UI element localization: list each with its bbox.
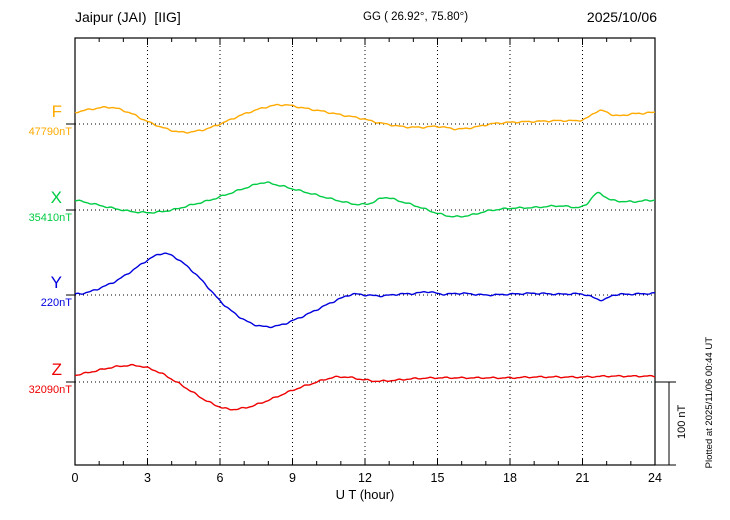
trace-letter-f: F: [51, 102, 62, 121]
x-tick-label-18: 18: [503, 471, 517, 485]
x-tick-label-9: 9: [289, 471, 296, 485]
station-title: Jaipur (JAI) [IIG]: [75, 9, 181, 25]
x-tick-label-3: 3: [144, 471, 151, 485]
x-tick-label-24: 24: [648, 471, 662, 485]
trace-F: [74, 103, 656, 134]
x-tick-label-6: 6: [217, 471, 224, 485]
trace-baseline-value-y: 220nT: [40, 297, 72, 309]
trace-baseline-value-x: 35410nT: [28, 212, 72, 224]
x-tick-label-15: 15: [431, 471, 445, 485]
trace-letter-x: X: [50, 188, 62, 207]
trace-letter-y: Y: [50, 273, 62, 292]
trace-baseline-value-z: 32090nT: [28, 384, 72, 396]
trace-Y: [74, 252, 656, 329]
trace-X: [74, 181, 656, 218]
date-label: 2025/10/06: [586, 9, 657, 25]
geographic-coordinates-label: GG ( 26.92°, 75.80°): [363, 11, 469, 23]
x-tick-label-0: 0: [72, 471, 79, 485]
trace-Z: [74, 363, 656, 411]
plotted-at-note: Plotted at 2025/11/06 00:44 UT: [704, 336, 715, 468]
x-tick-label-21: 21: [576, 471, 590, 485]
x-axis-title: U T (hour): [335, 487, 395, 502]
trace-letter-z: Z: [51, 360, 62, 379]
x-tick-label-12: 12: [358, 471, 372, 485]
scalebar-label: 100 nT: [676, 404, 688, 440]
trace-baseline-value-f: 47790nT: [28, 126, 72, 138]
